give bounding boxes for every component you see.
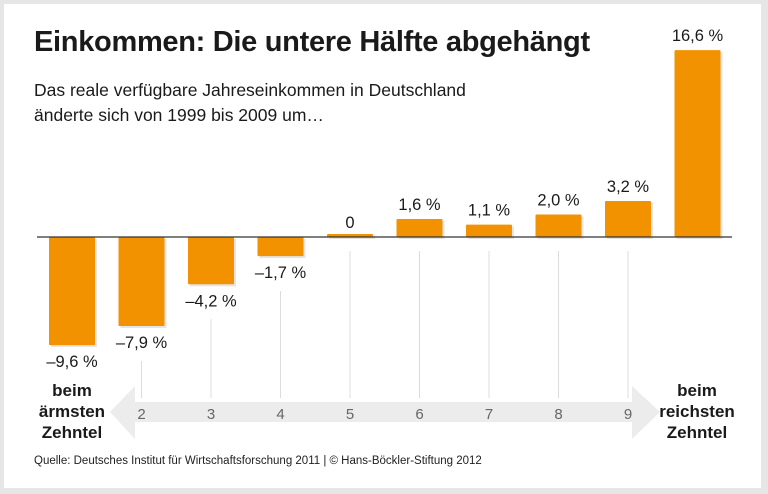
bar <box>257 237 304 257</box>
subtitle-line-2: änderte sich von 1999 bis 2009 um… <box>34 105 324 125</box>
axis-arrow <box>110 386 660 439</box>
tick-label: 3 <box>207 406 215 423</box>
chart-subtitle: Das reale verfügbare Jahreseinkommen in … <box>34 78 554 128</box>
data-label: 1,6 % <box>398 196 441 214</box>
data-label: 1,1 % <box>468 202 511 220</box>
data-label: –4,2 % <box>185 292 237 310</box>
bar <box>327 234 373 237</box>
tick-label: 4 <box>276 406 284 423</box>
chart-title: Einkommen: Die untere Hälfte abgehängt <box>34 26 590 58</box>
bar <box>466 224 512 237</box>
bar <box>535 214 582 237</box>
data-label: 2,0 % <box>537 191 580 209</box>
right-end-label: Zehntel <box>667 423 727 442</box>
data-label: 16,6 % <box>672 27 724 45</box>
left-end-label: ärmsten <box>39 402 105 421</box>
data-label: –9,6 % <box>46 353 98 371</box>
tick-label: 2 <box>137 406 145 423</box>
bar <box>674 50 721 237</box>
bar <box>49 237 95 346</box>
tick-label: 6 <box>415 406 423 423</box>
tick-label: 9 <box>624 406 632 423</box>
left-end-label: beim <box>52 381 92 400</box>
bar <box>396 218 443 237</box>
bar <box>118 237 165 326</box>
bar <box>188 237 234 285</box>
bar <box>605 200 651 237</box>
source-note: Quelle: Deutsches Institut für Wirtschaf… <box>34 455 482 467</box>
data-label: –1,7 % <box>255 264 307 282</box>
subtitle-line-1: Das reale verfügbare Jahreseinkommen in … <box>34 80 466 100</box>
data-label: –7,9 % <box>116 334 168 352</box>
tick-label: 5 <box>346 406 354 423</box>
data-label: 3,2 % <box>607 178 650 196</box>
tick-label: 8 <box>554 406 562 423</box>
right-end-label: beim <box>677 381 717 400</box>
left-end-label: Zehntel <box>42 423 102 442</box>
right-end-label: reichsten <box>659 402 735 421</box>
tick-label: 7 <box>485 406 493 423</box>
data-label: 0 <box>345 214 354 232</box>
